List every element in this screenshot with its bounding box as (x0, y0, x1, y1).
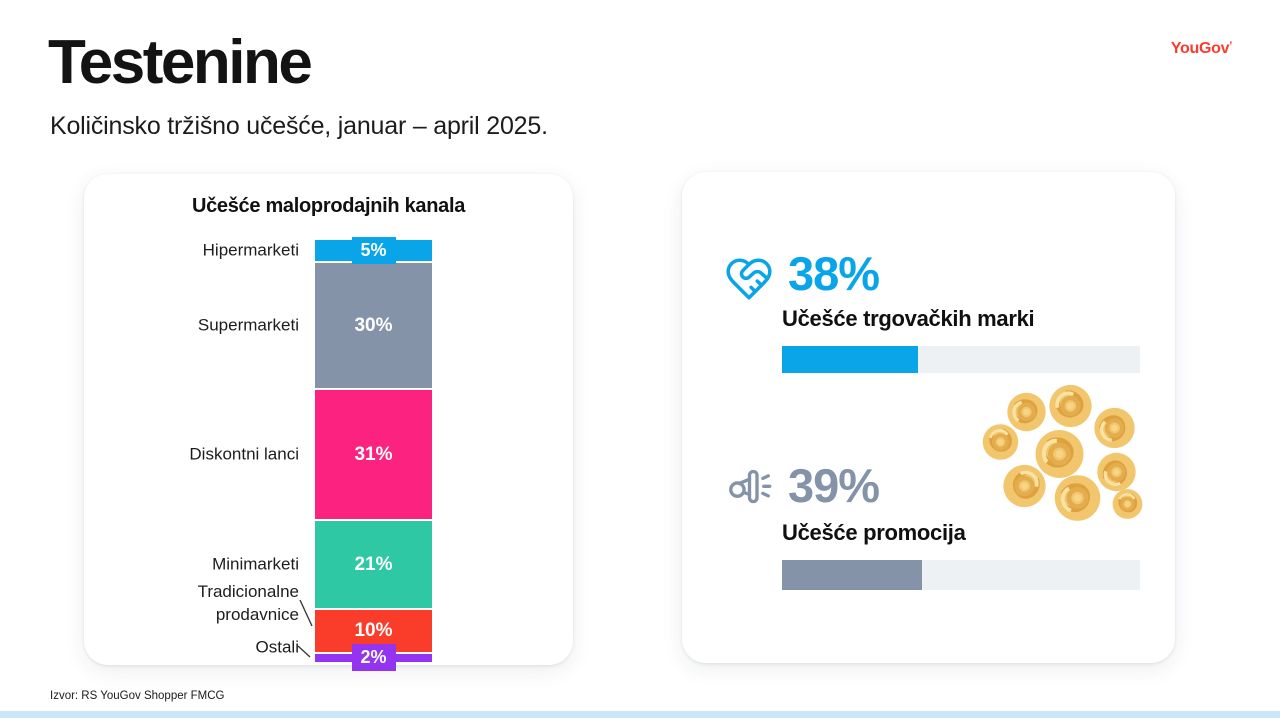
chart-title: Učešće maloprodajnih kanala (191, 195, 466, 217)
category-label: Ostali (255, 637, 299, 657)
segment-value-chip: 2% (351, 644, 396, 671)
chart-area: 5% 30% 31% 21% 10% 2% Hipermarketi Supermarket… (84, 237, 573, 671)
category-label: Supermarketi (197, 315, 299, 335)
category-label: Diskontni lanci (189, 444, 299, 464)
yougov-logo-mark: ’ (1229, 40, 1232, 52)
private-label-progress-fill (782, 346, 919, 373)
pasta-nests-image (975, 380, 1147, 540)
stats-card: 38% Učešće trgovačkih marki (682, 172, 1175, 663)
source-note: Izvor: RS YouGov Shopper FMCG (50, 690, 225, 702)
yougov-logo-text: YouGov (1170, 40, 1230, 57)
page-subtitle: Količinsko tržišno učešće, januar – apri… (50, 112, 548, 140)
bar-segment (315, 263, 432, 388)
category-label: Hipermarketi (202, 240, 299, 260)
stacked-bar: 5% 30% 31% 21% 10% 2% (315, 237, 432, 671)
promo-share-value: 39% (788, 459, 880, 512)
heart-handshake-icon (726, 258, 772, 300)
bottom-accent-strip (0, 711, 1280, 718)
page-title: Testenine (48, 28, 313, 97)
segment-value-chip: 5% (351, 237, 396, 264)
promo-progress-fill (782, 560, 922, 590)
private-label-share-label: Učešće trgovačkih marki (782, 306, 1035, 331)
yougov-logo: YouGov’ (1171, 40, 1232, 58)
segment-value: 10% (354, 620, 393, 641)
bar-segment (315, 390, 432, 519)
promo-progress-track (782, 560, 1140, 590)
category-label: Tradicionalne prodavnice (197, 582, 299, 624)
private-label-progress-track (782, 346, 1140, 373)
segment-value: 31% (354, 443, 393, 465)
promo-share-label: Učešće promocija (782, 520, 966, 545)
bar-segment (315, 521, 432, 608)
category-label: Minimarketi (212, 554, 299, 574)
channel-share-card: Učešće maloprodajnih kanala 5% 30% 31% 21% 1… (84, 174, 573, 671)
megaphone-icon (729, 469, 772, 504)
segment-value: 21% (354, 553, 393, 575)
segment-value: 30% (354, 314, 393, 336)
private-label-share-value: 38% (788, 247, 880, 300)
